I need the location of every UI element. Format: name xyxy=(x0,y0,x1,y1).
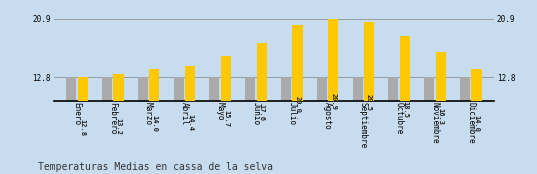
Bar xyxy=(460,77,470,169)
Bar xyxy=(138,77,148,169)
Bar xyxy=(245,77,255,169)
Bar xyxy=(78,77,88,169)
Text: 14.0: 14.0 xyxy=(474,115,480,132)
Bar xyxy=(173,77,184,169)
Bar xyxy=(436,52,446,169)
Bar xyxy=(353,77,362,169)
Bar xyxy=(149,69,159,169)
Text: 14.4: 14.4 xyxy=(187,114,193,131)
Text: 20.9: 20.9 xyxy=(330,93,336,110)
Bar xyxy=(328,19,338,169)
Bar xyxy=(364,22,374,169)
Text: 18.5: 18.5 xyxy=(402,101,408,118)
Text: 13.2: 13.2 xyxy=(115,118,121,135)
Bar xyxy=(113,74,124,169)
Text: 17.6: 17.6 xyxy=(259,104,265,121)
Text: 12.8: 12.8 xyxy=(79,119,86,136)
Text: 20.0: 20.0 xyxy=(294,96,301,113)
Bar xyxy=(471,69,482,169)
Text: Temperaturas Medias en cassa de la selva: Temperaturas Medias en cassa de la selva xyxy=(38,162,273,172)
Text: 16.3: 16.3 xyxy=(438,108,444,125)
Bar xyxy=(424,77,434,169)
Bar xyxy=(102,77,112,169)
Bar xyxy=(221,56,231,169)
Text: 20.5: 20.5 xyxy=(366,94,372,111)
Bar xyxy=(293,25,302,169)
Text: 14.0: 14.0 xyxy=(151,115,157,132)
Text: 15.7: 15.7 xyxy=(223,110,229,127)
Bar xyxy=(388,77,398,169)
Bar xyxy=(66,77,76,169)
Bar xyxy=(281,77,291,169)
Bar xyxy=(400,36,410,169)
Bar xyxy=(209,77,220,169)
Bar xyxy=(257,43,267,169)
Bar xyxy=(185,66,195,169)
Bar xyxy=(317,77,327,169)
